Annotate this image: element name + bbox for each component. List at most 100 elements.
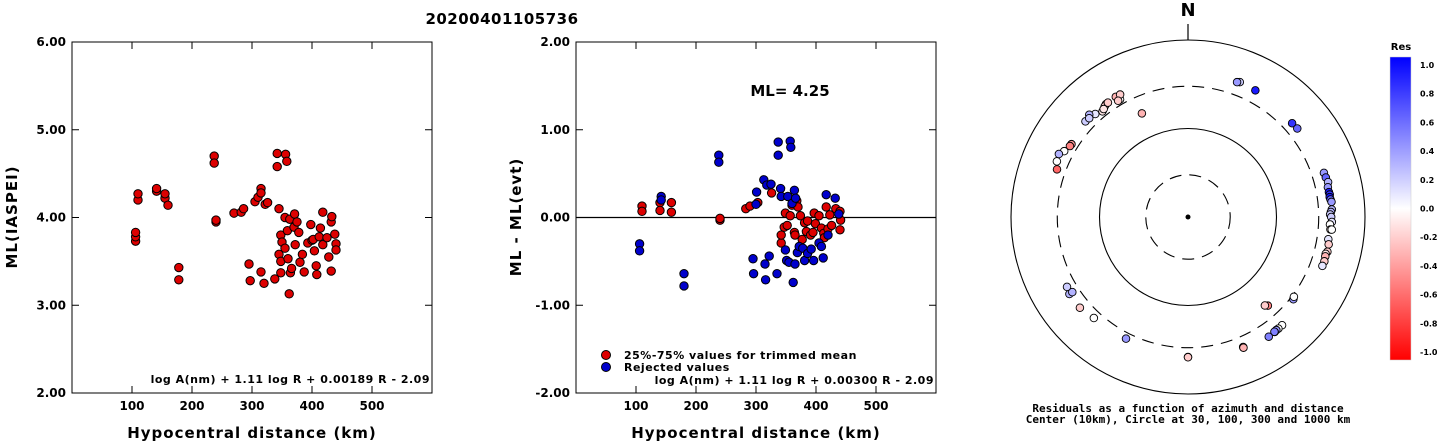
plot1-frame xyxy=(71,41,433,394)
polar-ring-300km xyxy=(1056,85,1320,349)
plot2-point-rejected xyxy=(714,157,724,167)
legend-label-accepted: 25%-75% values for trimmed mean xyxy=(624,349,857,362)
plot2-point-accepted xyxy=(655,205,665,216)
plot1-point xyxy=(290,240,300,250)
plot2-point-rejected xyxy=(748,268,759,279)
panel-azimuth-residuals: N Residuals as a function of azimuth and… xyxy=(1010,0,1366,426)
plot1-xtick-label: 200 xyxy=(179,399,204,413)
plot1-point xyxy=(270,274,280,284)
polar-center-dot xyxy=(1185,214,1191,220)
plot1-point xyxy=(130,227,141,238)
polar-ring-30km xyxy=(1145,174,1231,260)
plot1-point xyxy=(322,232,332,243)
polar-point xyxy=(1075,303,1085,312)
event-title: 20200401105736 xyxy=(425,10,578,28)
plot2-point-rejected xyxy=(790,193,801,203)
plot1-ylabel: ML(IASPEI) xyxy=(3,165,21,268)
plot1-point xyxy=(238,204,249,214)
plot2-xtick-label: 100 xyxy=(623,399,648,413)
plot2-point-rejected xyxy=(806,244,816,254)
plot1-point xyxy=(245,275,255,286)
plot1-point xyxy=(314,232,324,242)
plot2-point-accepted xyxy=(715,213,725,224)
plot1-point xyxy=(297,249,308,260)
plot2-point-accepted xyxy=(666,197,677,208)
north-label: N xyxy=(1180,0,1195,21)
plot2-point-rejected xyxy=(830,193,840,203)
colorbar-tick-label: 0.0 xyxy=(1420,205,1435,214)
plot2-point-rejected xyxy=(818,253,828,263)
plot1-point xyxy=(315,223,326,233)
colorbar-tick-label: 0.2 xyxy=(1420,176,1434,185)
plot2-legend: 25%-75% values for trimmed mean Rejected… xyxy=(601,349,857,374)
plot1-point xyxy=(327,211,337,222)
plot1-point xyxy=(256,267,266,277)
polar-point xyxy=(1232,77,1242,87)
colorbar-gradient xyxy=(1389,56,1412,361)
plot1-point xyxy=(174,275,184,285)
polar-point xyxy=(1054,149,1064,159)
polar-point xyxy=(1052,165,1062,174)
plot1-xtick-label: 300 xyxy=(239,399,264,413)
plot1-point xyxy=(318,240,328,250)
legend-marker-accepted xyxy=(601,350,611,360)
polar-point xyxy=(1121,334,1131,343)
plot2-point-rejected xyxy=(780,245,791,255)
plot1-point xyxy=(309,246,320,256)
polar-point xyxy=(1062,282,1072,292)
plot1-xlabel: Hypocentral distance (km) xyxy=(127,424,377,441)
polar-point xyxy=(1327,197,1336,207)
legend-marker-rejected xyxy=(601,362,611,372)
plot2-point-accepted xyxy=(795,211,806,221)
plot1-point xyxy=(294,227,304,238)
plot2-ticks: -2.00 -1.00 0.00 1.00 2.00 100 200 300 400 500 xyxy=(535,35,936,413)
plot1-point xyxy=(272,148,282,159)
plot2-xtick-label: 500 xyxy=(863,399,888,413)
plot1-points xyxy=(130,148,341,299)
plot2-point-rejected xyxy=(773,150,783,160)
plot2-ytick-label: -2.00 xyxy=(535,386,570,400)
legend-label-rejected: Rejected values xyxy=(624,361,730,374)
plot2-point-rejected xyxy=(821,189,831,200)
plot2-point-rejected xyxy=(786,142,796,153)
plot2-point-rejected xyxy=(773,137,783,147)
plot2-point-rejected xyxy=(766,179,776,189)
polar-point xyxy=(1270,327,1279,336)
polar-point xyxy=(1287,118,1297,128)
plot1-point xyxy=(274,204,284,214)
colorbar-tick-label: 0.6 xyxy=(1420,118,1435,127)
panel-ml-vs-distance: 2.00 3.00 4.00 5.00 6.00 100 200 300 400 500 Hypo… xyxy=(3,35,433,441)
plot1-ytick-label: 2.00 xyxy=(36,386,66,400)
plot1-point xyxy=(312,269,322,280)
plot2-ytick-label: 0.00 xyxy=(540,211,570,225)
plot1-point xyxy=(209,158,219,168)
plot2-point-rejected xyxy=(634,246,645,256)
plot1-point xyxy=(326,266,336,276)
plot1-point xyxy=(276,268,286,278)
plot2-point-accepted xyxy=(814,211,824,221)
polar-caption-line2: Center (10km), Circle at 30, 100, 300 an… xyxy=(1026,413,1351,426)
colorbar-ticks: 1.0 0.8 0.6 0.4 0.2 0.0 -0.2 -0.4 -0.6 -0.8 -1.0 xyxy=(1420,61,1437,357)
colorbar-tick-label: 0.4 xyxy=(1420,147,1435,156)
plot1-point xyxy=(160,189,170,199)
plot2-point-accepted xyxy=(821,202,831,212)
polar-point xyxy=(1084,113,1094,123)
polar-point xyxy=(1183,352,1193,362)
plot1-point xyxy=(282,156,292,167)
plot2-formula: log A(nm) + 1.11 log R + 0.00300 R - 2.0… xyxy=(655,374,934,387)
plot2-point-rejected xyxy=(834,209,844,219)
plot1-point xyxy=(324,252,334,262)
polar-points xyxy=(1052,77,1337,362)
plot1-point xyxy=(289,209,300,219)
plot1-xtick-label: 400 xyxy=(299,399,324,413)
residual-colorbar: Res 1.0 0.8 0.6 0.4 0.2 0.0 -0.2 -0.4 -0.6 -0.8 -1… xyxy=(1389,42,1437,361)
polar-ring-100km xyxy=(1098,127,1278,307)
plot2-point-accepted xyxy=(826,220,837,231)
plot2-xtick-label: 200 xyxy=(683,399,708,413)
plot2-point-accepted xyxy=(802,216,813,226)
polar-rings xyxy=(1010,39,1366,395)
plot2-point-rejected xyxy=(760,275,771,285)
plot2-point-rejected xyxy=(679,268,689,279)
plot1-point xyxy=(330,229,340,239)
plot1-ytick-label: 4.00 xyxy=(36,211,66,225)
